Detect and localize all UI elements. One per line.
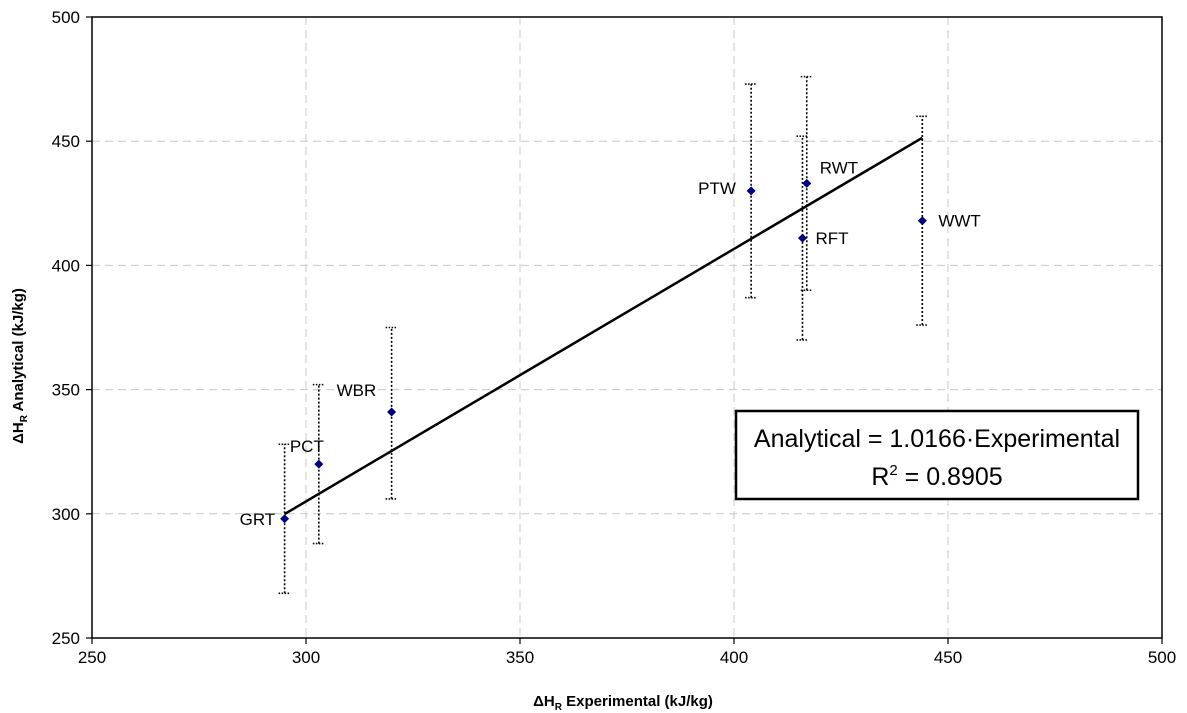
y-tick-label: 250 <box>52 629 80 648</box>
data-point-rwt <box>802 178 812 188</box>
data-point-pct <box>314 459 324 469</box>
x-tick-label: 250 <box>78 648 106 667</box>
x-tick-label: 500 <box>1148 648 1176 667</box>
point-label-grt: GRT <box>240 510 276 529</box>
data-points <box>280 178 927 524</box>
axes: 250 300 350 400 450 500 250 300 350 400 450 500 <box>52 8 1177 667</box>
y-axis-title: ΔHR Analytical (kJ/kg) <box>10 288 30 444</box>
point-label-wbr: WBR <box>337 381 377 400</box>
trend-line <box>283 136 923 516</box>
data-point-ptw <box>746 186 756 196</box>
y-tick-label: 450 <box>52 132 80 151</box>
x-tick-label: 400 <box>720 648 748 667</box>
data-point-rft <box>797 233 807 243</box>
point-label-ptw: PTW <box>698 179 736 198</box>
data-point-grt <box>280 514 290 524</box>
fit-equation: Analytical = 1.0166·Experimental <box>754 425 1120 453</box>
x-tick-label: 300 <box>292 648 320 667</box>
error-bars <box>278 75 929 595</box>
point-label-pct: PCT <box>290 437 324 456</box>
point-label-rwt: RWT <box>820 158 858 177</box>
plot-area-border <box>91 16 1163 639</box>
y-tick-label: 300 <box>52 505 80 524</box>
data-point-wbr <box>387 407 397 417</box>
point-label-wwt: WWT <box>938 212 980 231</box>
y-tick-label: 400 <box>52 256 80 275</box>
trend-line-group <box>283 136 923 516</box>
point-labels: GRT PCT WBR PTW RWT RFT WWT <box>240 158 981 528</box>
grid-lines <box>92 17 1162 638</box>
equation-box: Analytical = 1.0166·Experimental R2 = 0.… <box>734 409 1140 501</box>
data-point-wwt <box>917 216 927 226</box>
y-tick-label: 500 <box>52 8 80 27</box>
x-axis-title: ΔHR Experimental (kJ/kg) <box>533 693 713 713</box>
x-tick-label: 350 <box>506 648 534 667</box>
y-tick-label: 350 <box>52 381 80 400</box>
r-squared: R2 = 0.8905 <box>871 462 1002 491</box>
point-label-rft: RFT <box>815 229 848 248</box>
x-tick-label: 450 <box>934 648 962 667</box>
